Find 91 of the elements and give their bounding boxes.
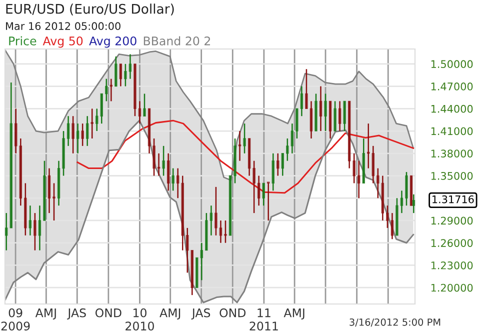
candlestick	[290, 122, 294, 154]
x-tick-label: JAS	[191, 308, 210, 320]
candlestick	[124, 63, 127, 87]
y-tick-label: 1.23000	[431, 261, 473, 270]
candlestick	[412, 194, 415, 214]
candlestick	[376, 168, 380, 199]
x-tick-label: AMJ	[35, 308, 56, 320]
y-tick-label: 1.47000	[431, 82, 473, 90]
candlestick	[334, 100, 336, 132]
candlestick	[81, 122, 84, 147]
annotation: 1.31716	[432, 195, 474, 204]
candlestick	[219, 220, 222, 244]
candlestick	[238, 130, 242, 162]
candlestick	[266, 182, 270, 222]
candlestick	[5, 212, 8, 251]
y-tick-label: 1.50000	[431, 60, 473, 68]
y-tick-label: 1.35000	[431, 172, 473, 180]
candlestick	[14, 108, 18, 154]
candlestick	[138, 100, 142, 124]
x-tick-label: OND	[95, 308, 122, 318]
legend-label: Avg 200	[89, 36, 136, 48]
candlestick	[276, 152, 280, 176]
candlestick	[186, 227, 189, 274]
candlestick	[38, 204, 42, 251]
x-tick-label: AMJ	[160, 308, 180, 320]
candlestick	[281, 152, 284, 176]
candlestick	[310, 100, 313, 140]
candlestick	[296, 108, 298, 140]
y-tick-label: 1.20000	[431, 284, 473, 292]
y-tick-label: 1.44000	[431, 104, 473, 113]
candlestick	[386, 204, 389, 229]
candlestick	[152, 138, 156, 176]
candlestick	[48, 168, 51, 214]
x-tick-label: JAS	[67, 308, 86, 320]
candlestick	[90, 108, 94, 140]
candlestick	[319, 86, 322, 132]
candlestick	[305, 68, 308, 110]
candlestick	[76, 122, 80, 154]
candlestick	[214, 186, 218, 236]
candlestick	[390, 212, 394, 240]
chart-title: EUR/USD (Euro/US Dollar)	[6, 4, 174, 16]
candlestick	[252, 160, 256, 214]
candlestick	[166, 152, 170, 192]
x-tick-label: 10 2010	[126, 308, 154, 331]
candlestick	[262, 182, 265, 206]
candlestick	[324, 93, 327, 132]
candlestick	[86, 115, 89, 147]
candlestick	[143, 93, 146, 117]
candlestick	[357, 160, 360, 199]
candlestick	[286, 138, 289, 162]
chart-subtitle: Mar 16 2012 05:00:00	[6, 22, 120, 30]
x-tick-label: 11 2011	[250, 308, 278, 331]
candlestick	[210, 204, 213, 236]
candlestick	[272, 152, 274, 192]
candlestick	[176, 168, 180, 199]
candlestick	[367, 122, 370, 169]
candlestick	[52, 182, 56, 222]
candlestick	[372, 145, 375, 184]
candlestick	[243, 122, 246, 154]
text: Price	[9, 36, 36, 46]
candlestick	[119, 63, 122, 87]
candlestick	[95, 108, 98, 132]
candlestick	[66, 115, 70, 147]
candlestick	[400, 190, 404, 214]
candlestick	[128, 54, 132, 80]
y-tick-label: 1.38000	[431, 150, 473, 158]
candlestick	[405, 171, 408, 206]
candlestick	[114, 56, 118, 87]
candlestick	[72, 115, 74, 154]
y-tick-label: 1.29000	[431, 216, 473, 225]
x-tick-label: 09 2009	[1, 308, 30, 331]
candlestick	[300, 86, 304, 117]
candlestick	[200, 242, 204, 281]
text: 3/16/2012 5:00 PM	[350, 318, 440, 327]
candlestick	[343, 100, 346, 132]
series-label: BBand 20 2	[144, 36, 210, 46]
text: Avg 50	[42, 36, 83, 48]
candlestick	[100, 93, 103, 124]
x-tick-label: AMJ	[284, 308, 304, 320]
candlestick	[162, 145, 165, 176]
candlestick	[338, 100, 342, 132]
candlestick	[34, 212, 36, 251]
candlestick	[224, 220, 227, 244]
candlestick	[105, 78, 108, 102]
candlestick	[28, 204, 32, 236]
candlestick	[172, 168, 174, 192]
candlestick	[352, 152, 356, 184]
candlestick	[257, 175, 260, 206]
x-tick-label: OND	[220, 308, 246, 318]
y-tick-label: 1.41000	[431, 127, 473, 136]
y-tick-label: 1.26000	[431, 239, 473, 247]
